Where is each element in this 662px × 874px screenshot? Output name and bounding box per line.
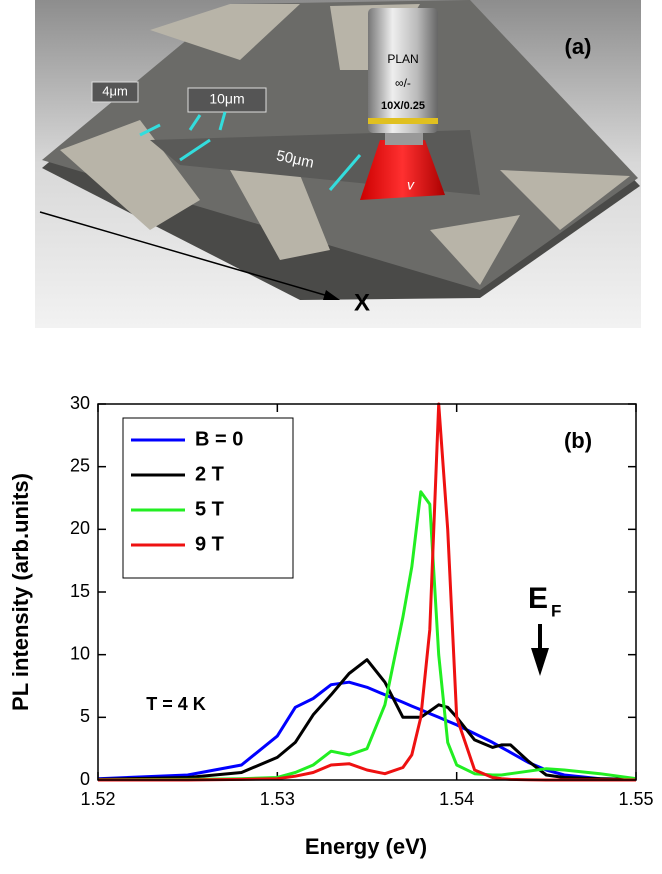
x-tick-label: 1.54 — [439, 789, 474, 809]
y-tick-label: 25 — [70, 455, 90, 475]
panel-label: (b) — [564, 428, 592, 453]
x-axis-label: Energy (eV) — [305, 834, 427, 859]
objective-tip — [385, 133, 423, 145]
y-axis-label: PL intensity (arb.units) — [8, 473, 33, 711]
panel-b: (b) T = 4 K E F Energy (eV) PL intensity… — [8, 393, 654, 859]
dim-label: 10μm — [209, 91, 244, 107]
legend-label: 2 T — [195, 463, 224, 485]
pad — [60, 120, 200, 230]
fermi-label: E — [528, 582, 548, 615]
legend-label: 5 T — [195, 498, 224, 520]
y-tick-label: 10 — [70, 643, 90, 663]
legend-label: 9 T — [195, 533, 224, 555]
pad — [430, 215, 520, 285]
x-tick-label: 1.55 — [618, 789, 653, 809]
pad — [230, 150, 330, 260]
panel-label: (a) — [565, 34, 592, 59]
dim-box — [187, 87, 267, 113]
symbol: v — [407, 177, 415, 193]
objective-ring — [368, 118, 438, 124]
objective-text: PLAN — [387, 52, 418, 66]
y-tick-label: 30 — [70, 393, 90, 413]
series-line — [97, 490, 637, 782]
y-tick-label: 15 — [70, 581, 90, 601]
legend-label: B = 0 — [195, 428, 243, 450]
dim-arrows — [139, 111, 362, 191]
objective — [368, 8, 438, 133]
objective-text: ∞/- — [395, 76, 411, 90]
objective-text: 10X/0.25 — [381, 100, 425, 112]
axis-label: X — [354, 289, 370, 316]
laser-cone — [360, 140, 445, 200]
legend-box — [122, 417, 294, 579]
pad — [150, 4, 300, 60]
y-tick-label: 0 — [80, 769, 90, 789]
x-tick-label: 1.52 — [80, 789, 115, 809]
panel-a: X 4μm 10μm 50μm PLAN ∞/- 10X/0.25 v (a) — [35, 0, 641, 328]
y-tick-label: 5 — [80, 706, 90, 726]
pad — [500, 170, 630, 230]
y-tick-label: 20 — [70, 518, 90, 538]
series-line — [97, 658, 637, 781]
dim-label: 4μm — [102, 83, 128, 98]
fermi-arrow-head — [531, 648, 549, 676]
annotation: T = 4 K — [146, 694, 206, 714]
x-tick-label: 1.53 — [260, 789, 295, 809]
axis-arrow — [39, 211, 336, 299]
plot-frame — [97, 403, 637, 781]
dim-box — [91, 81, 139, 103]
series-line — [97, 680, 637, 781]
fermi-subscript: F — [551, 601, 561, 620]
arrow-head — [323, 290, 340, 300]
